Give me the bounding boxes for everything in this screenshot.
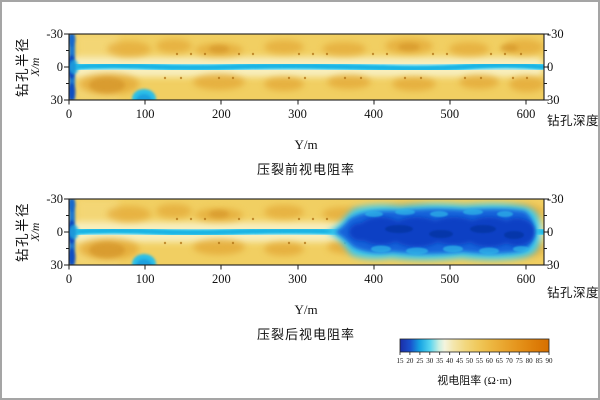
y-tick-label: 0 [547,225,554,239]
x-tick-labels-top: 0 100 200 300 400 500 600 [49,107,546,122]
y-tick-label: 30 [50,258,64,272]
colorbar-ticks [399,352,550,355]
colorbar-tick-labels: 15 20 25 30 35 40 45 50 55 60 65 70 75 8… [395,357,554,365]
y-tick-label: -30 [46,192,63,206]
y-tick-label: -30 [547,192,564,206]
heatmap-before-fracturing [67,33,545,109]
x-tick-label: 0 [65,272,73,286]
x-tick-label: 600 [516,272,536,286]
axis-ticks [64,33,549,270]
x-tick-label: 500 [440,272,460,286]
fracture-zone-blob [327,203,541,260]
y-tick-label: -30 [547,27,564,41]
heatmap-after-fracturing [67,198,545,274]
x-tick-label: 500 [440,107,460,121]
panel-title-before: 压裂前视电阻率 [256,162,355,177]
colorbar-tick-label: 30 [426,357,434,365]
colorbar-tick-label: 35 [436,357,444,365]
y-tick-label: 30 [547,258,560,272]
x-tick-label: 0 [65,107,73,121]
y-tick-labels-left-top: -30 0 30 [34,26,63,108]
x-tick-label: 400 [364,272,383,286]
x-tick-label: 200 [211,107,231,121]
y-axis-label-text: 钻孔半径 [15,202,30,262]
colorbar-tick-label: 70 [505,357,513,365]
colorbar-gradient [399,338,550,353]
y-tick-label: 30 [547,93,560,107]
colorbar-tick-label: 65 [495,357,503,365]
y-tick-label: 0 [56,225,63,239]
y-tick-labels-right-bottom: -30 0 30 [547,191,577,273]
colorbar-tick-label: 15 [396,357,404,365]
colorbar-tick-label: 60 [485,357,493,365]
x-axis-label-bottom: Y/m [294,302,318,317]
y-tick-label: 30 [50,93,64,107]
colorbar-tick-label: 90 [545,357,553,365]
colorbar-tick-label: 25 [416,357,424,365]
y-axis-label-text: 钻孔半径 [15,37,30,97]
colorbar-label: 视电阻率 (Ω·m) [437,375,512,387]
y-tick-label: 0 [547,60,554,74]
x-tick-label: 600 [516,107,536,121]
colorbar-tick-label: 50 [466,357,474,365]
right-axis-label-bottom: 钻孔深度 [547,286,600,300]
colorbar-tick-label: 85 [535,357,543,365]
colorbar-tick-label: 55 [475,357,483,365]
colorbar-tick-label: 45 [456,357,464,365]
x-tick-label: 400 [364,107,383,121]
colorbar [399,338,550,355]
x-tick-label: 100 [135,272,155,286]
y-tick-label: -30 [46,27,63,41]
y-tick-label: 0 [56,60,63,74]
colorbar-tick-label: 75 [515,357,523,365]
x-tick-label: 100 [135,107,155,121]
x-tick-labels-bottom: 0 100 200 300 400 500 600 [49,272,546,287]
x-tick-label: 200 [211,272,231,286]
y-tick-labels-left-bottom: -30 0 30 [34,191,63,273]
colorbar-tick-label: 20 [406,357,414,365]
panel-title-after: 压裂后视电阻率 [256,327,355,342]
x-axis-label-top: Y/m [294,137,318,152]
y-tick-labels-right-top: -30 0 30 [547,26,577,108]
colorbar-tick-label: 40 [446,357,454,365]
x-tick-label: 300 [288,107,307,121]
right-axis-label-top: 钻孔深度 [547,114,600,128]
x-tick-label: 300 [288,272,307,286]
colorbar-tick-label: 80 [525,357,533,365]
